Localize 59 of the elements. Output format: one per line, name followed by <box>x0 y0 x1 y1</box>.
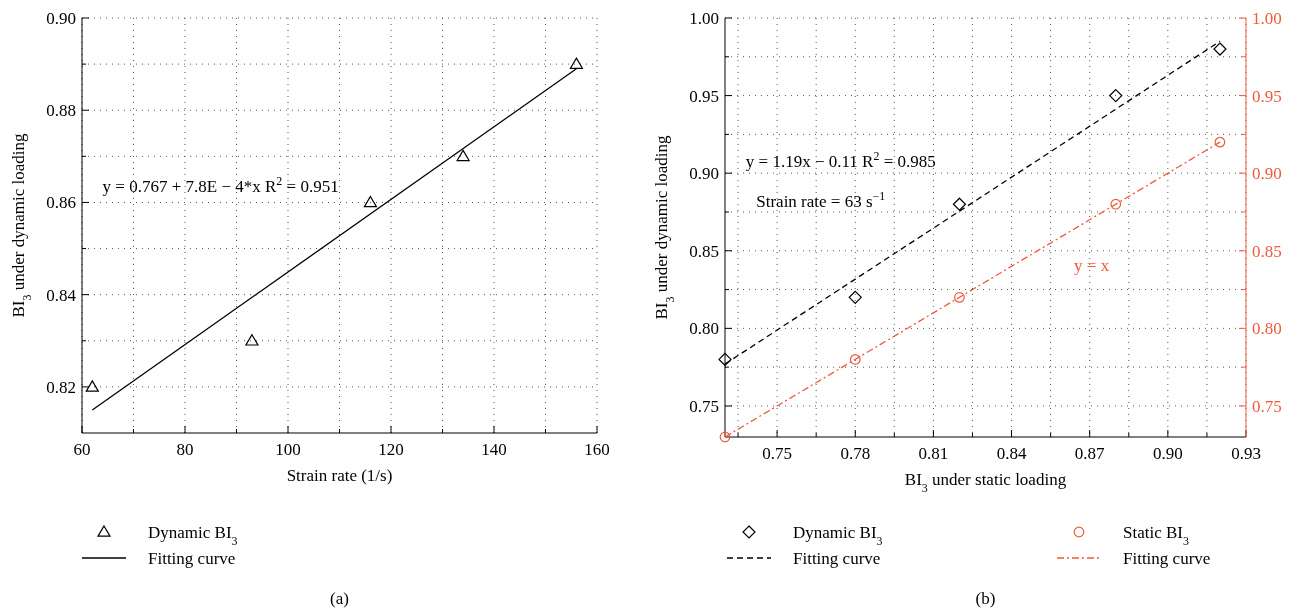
y-tick-label: 0.95 <box>689 86 719 106</box>
x-tick-label: 140 <box>481 440 507 459</box>
x-axis-title: Strain rate (1/s) <box>286 466 393 485</box>
x-tick-label: 160 <box>584 440 610 459</box>
x-tick-label: 0.78 <box>840 444 871 463</box>
point <box>85 380 99 392</box>
legend-label: Fitting curve <box>793 548 881 568</box>
point <box>952 197 967 211</box>
y2-tick-label: 0.85 <box>1252 241 1282 261</box>
y2-tick-label: 0.95 <box>1252 86 1282 106</box>
y-tick-label: 0.86 <box>46 193 76 213</box>
point <box>569 57 583 69</box>
y2-tick-label: 0.80 <box>1252 319 1282 339</box>
y2-tick-label: 0.75 <box>1252 396 1282 416</box>
point <box>1110 198 1122 210</box>
point <box>1214 136 1226 148</box>
x-tick-label: 0.87 <box>1074 444 1106 463</box>
y-tick-label: 0.85 <box>689 241 719 261</box>
point <box>245 334 259 346</box>
x-tick-label: 80 <box>176 440 194 459</box>
point <box>1213 42 1227 56</box>
x-axis-title: BI$_{3}$ under static loading <box>904 470 1067 495</box>
x-tick-label: 120 <box>378 440 404 459</box>
legend-label: Dynamic BI$_{3}$ <box>793 522 883 548</box>
y-tick-label: 1.00 <box>689 8 719 28</box>
y-tick-label: 0.82 <box>46 377 76 397</box>
x-tick-label: 0.75 <box>762 444 792 463</box>
text: (b) <box>975 589 996 608</box>
point <box>849 354 861 365</box>
y-tick-label: 0.75 <box>689 396 719 416</box>
x-tick-label: 0.81 <box>918 444 949 463</box>
annotation: y = 0.767 + 7.8E − 4*x R$^{2}$ = 0.951 <box>102 174 339 197</box>
x-tick-label: 0.90 <box>1152 444 1183 463</box>
legend-label: Dynamic BI$_{3}$ <box>148 522 238 548</box>
y-tick-label: 0.80 <box>689 319 719 339</box>
y-tick-label: 0.90 <box>689 164 719 184</box>
point <box>718 352 732 367</box>
point <box>1109 88 1123 103</box>
annotation: y = x <box>1074 256 1110 276</box>
text: (a) <box>330 589 349 608</box>
point <box>848 290 862 304</box>
annotation: y = 1.19x − 0.11 R$^{2}$ = 0.985 <box>745 148 936 171</box>
x-tick-label: 0.93 <box>1231 444 1261 463</box>
point <box>456 149 470 162</box>
x-tick-label: 0.84 <box>996 444 1027 463</box>
legend-label: Static BI$_{3}$ <box>1123 522 1189 548</box>
x-tick-label: 60 <box>73 440 91 459</box>
y-tick-label: 0.88 <box>46 101 76 121</box>
point <box>363 195 377 208</box>
y-tick-label: 0.84 <box>46 285 77 305</box>
point <box>954 291 965 303</box>
x-tick-label: 100 <box>275 440 301 459</box>
point <box>719 431 731 443</box>
y2-tick-label: 0.90 <box>1252 164 1282 184</box>
y2-tick-label: 1.00 <box>1252 8 1282 28</box>
legend-label: Fitting curve <box>1123 548 1211 568</box>
y-tick-label: 0.90 <box>46 8 76 28</box>
legend-label: Fitting curve <box>148 548 236 568</box>
annotation: Strain rate = 63 s$^{−1}$ <box>756 188 886 211</box>
